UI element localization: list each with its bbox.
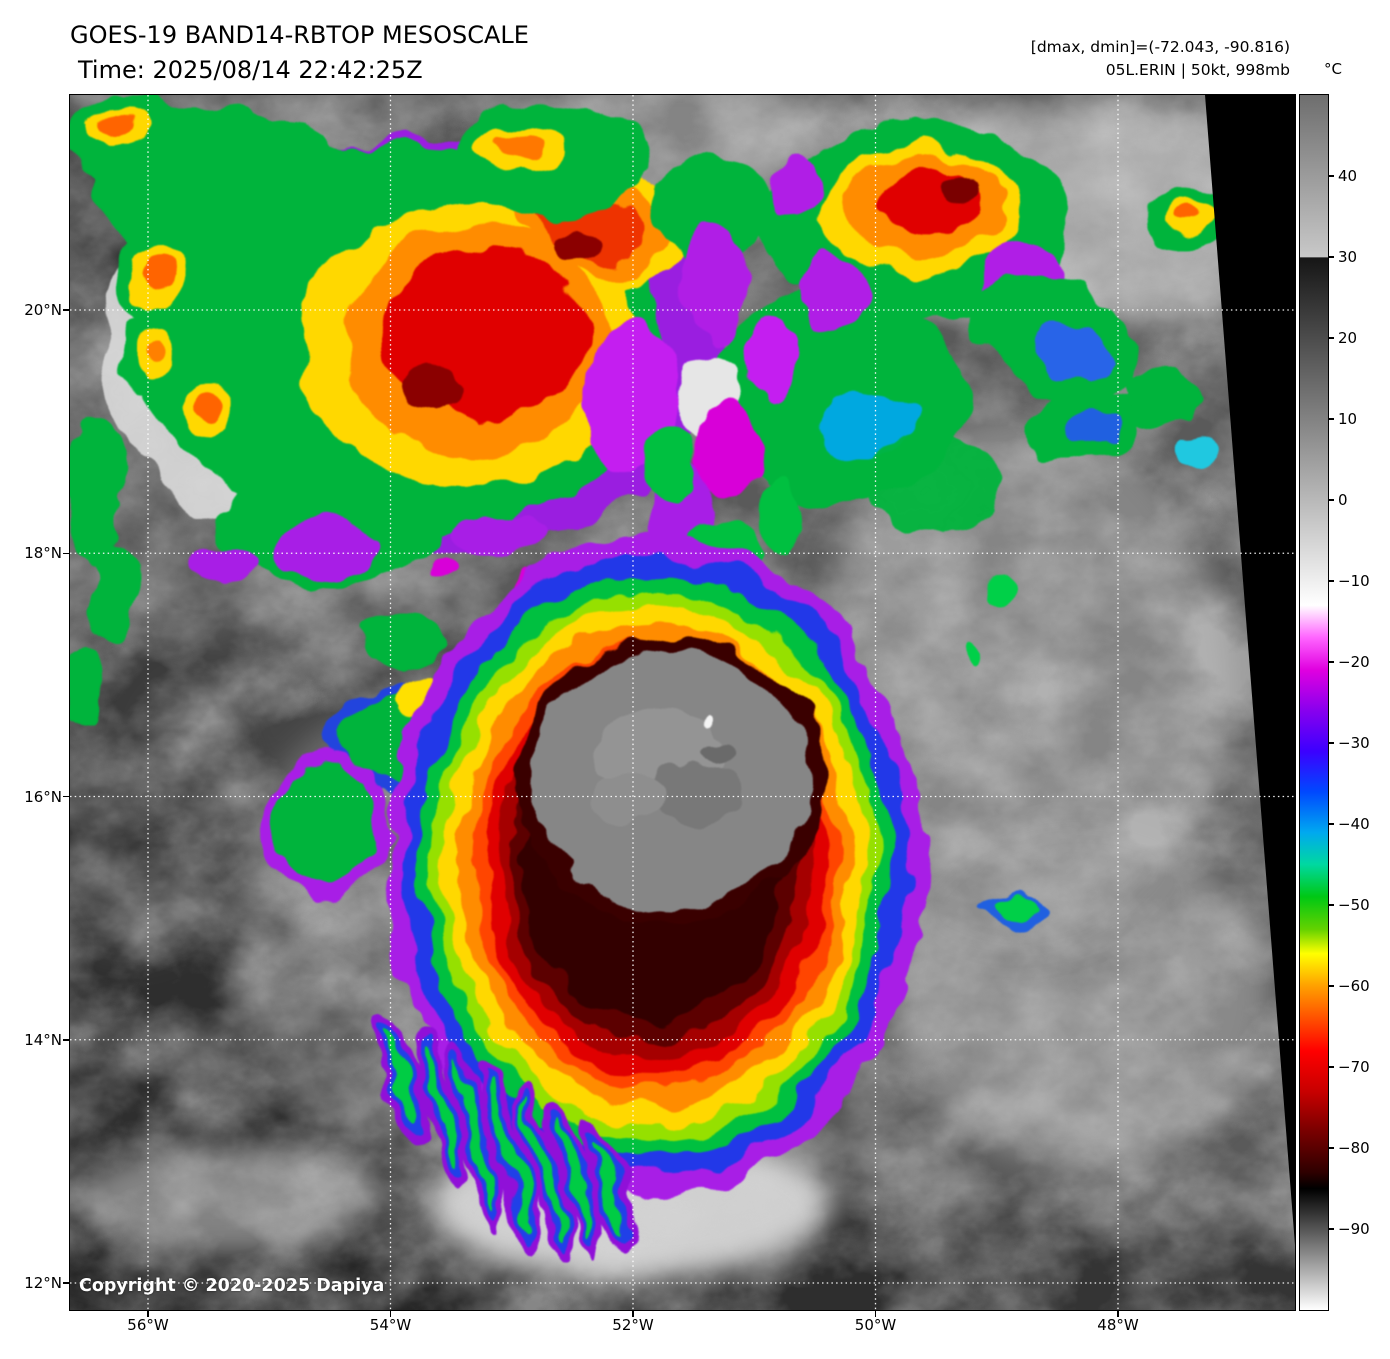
colorbar bbox=[1299, 94, 1329, 1311]
lon-tick-mark bbox=[147, 1311, 149, 1317]
colorbar-tick-label: 0 bbox=[1338, 491, 1348, 509]
header-right: [dmax, dmin]=(-72.043, -90.816) 05L.ERIN… bbox=[1031, 36, 1290, 82]
lon-tick-mark bbox=[874, 1311, 877, 1317]
lat-tick-mark bbox=[63, 309, 69, 311]
colorbar-tick-label: −80 bbox=[1338, 1139, 1370, 1157]
lat-tick-label: 18°N bbox=[24, 544, 62, 563]
lon-tick-label: 52°W bbox=[612, 1316, 654, 1334]
east-cloud-specks bbox=[968, 572, 1043, 930]
lat-tick-label: 20°N bbox=[24, 301, 62, 319]
lon-tick-mark bbox=[1117, 1311, 1119, 1317]
colorbar-tick-label: −40 bbox=[1338, 815, 1370, 833]
ir-cold-cloud-layer bbox=[70, 97, 1229, 1263]
colorbar-unit-label: °C bbox=[1324, 60, 1342, 78]
colorbar-tick-mark bbox=[1329, 580, 1334, 582]
dmax-dmin-readout: [dmax, dmin]=(-72.043, -90.816) bbox=[1030, 38, 1290, 56]
timestamp: Time: 2025/08/14 22:42:25Z bbox=[78, 56, 423, 84]
colorbar-tick-mark bbox=[1329, 904, 1334, 906]
sw-banding-streaks bbox=[376, 1011, 634, 1263]
ne-convective-cluster bbox=[760, 127, 1229, 464]
eyewall-ring bbox=[515, 637, 825, 923]
colorbar-tick-mark bbox=[1329, 1228, 1334, 1230]
lon-tick-mark bbox=[632, 1311, 634, 1317]
colorbar-tick-mark bbox=[1329, 499, 1334, 501]
product-title: GOES-19 BAND14-RBTOP MESOSCALE bbox=[70, 21, 529, 49]
lat-tick-mark bbox=[63, 552, 69, 554]
lat-tick-mark bbox=[63, 1282, 69, 1284]
colorbar-tick-mark bbox=[1329, 337, 1334, 339]
colorbar-tick-mark bbox=[1329, 175, 1334, 177]
colorbar-tick-mark bbox=[1329, 985, 1334, 987]
lat-tick-label: 12°N bbox=[24, 1274, 62, 1292]
colorbar-tick-label: −50 bbox=[1338, 896, 1370, 914]
copyright-notice: Copyright © 2020-2025 Dapiya bbox=[79, 1276, 385, 1296]
hurricane-erin bbox=[387, 535, 923, 1195]
colorbar-tick-mark bbox=[1329, 256, 1334, 258]
scan-edge-wedge bbox=[1205, 95, 1295, 1245]
colorbar-tick-label: −90 bbox=[1338, 1220, 1370, 1238]
lon-tick-label: 56°W bbox=[127, 1316, 169, 1334]
latlon-gridlines bbox=[70, 95, 1295, 1310]
lon-tick-label: 54°W bbox=[369, 1316, 412, 1334]
colorbar-tick-mark bbox=[1329, 661, 1334, 663]
colorbar-tick-label: 40 bbox=[1338, 167, 1358, 185]
colorbar-tick-label: −30 bbox=[1338, 734, 1370, 752]
colorbar-tick-mark bbox=[1329, 1147, 1334, 1149]
lat-tick-mark bbox=[63, 1039, 69, 1041]
lat-tick-label: 16°N bbox=[24, 787, 62, 806]
colorbar-tick-label: 30 bbox=[1338, 248, 1358, 266]
colorbar-tick-label: −20 bbox=[1338, 653, 1370, 671]
lat-tick-label: 14°N bbox=[24, 1030, 62, 1049]
colorbar-tick-mark bbox=[1329, 1066, 1334, 1068]
colorbar-tick-label: −70 bbox=[1338, 1058, 1370, 1076]
colorbar-tick-label: −10 bbox=[1338, 572, 1370, 590]
colorbar-tick-label: 10 bbox=[1338, 410, 1358, 428]
satellite-image bbox=[70, 95, 1295, 1310]
lat-tick-mark bbox=[63, 795, 69, 798]
colorbar-tick-label: 20 bbox=[1338, 329, 1358, 347]
lon-tick-label: 48°W bbox=[1097, 1316, 1139, 1334]
colorbar-tick-mark bbox=[1329, 823, 1334, 825]
colorbar-tick-label: −60 bbox=[1338, 977, 1370, 995]
storm-info: 05L.ERIN | 50kt, 998mb bbox=[1105, 61, 1290, 79]
eye-bright-spot bbox=[698, 712, 708, 722]
lon-tick-mark bbox=[389, 1311, 392, 1317]
north-central-convection bbox=[455, 102, 1000, 629]
colorbar-tick-mark bbox=[1329, 418, 1334, 420]
colorbar-tick-mark bbox=[1329, 742, 1334, 744]
lon-tick-label: 50°W bbox=[854, 1316, 897, 1334]
